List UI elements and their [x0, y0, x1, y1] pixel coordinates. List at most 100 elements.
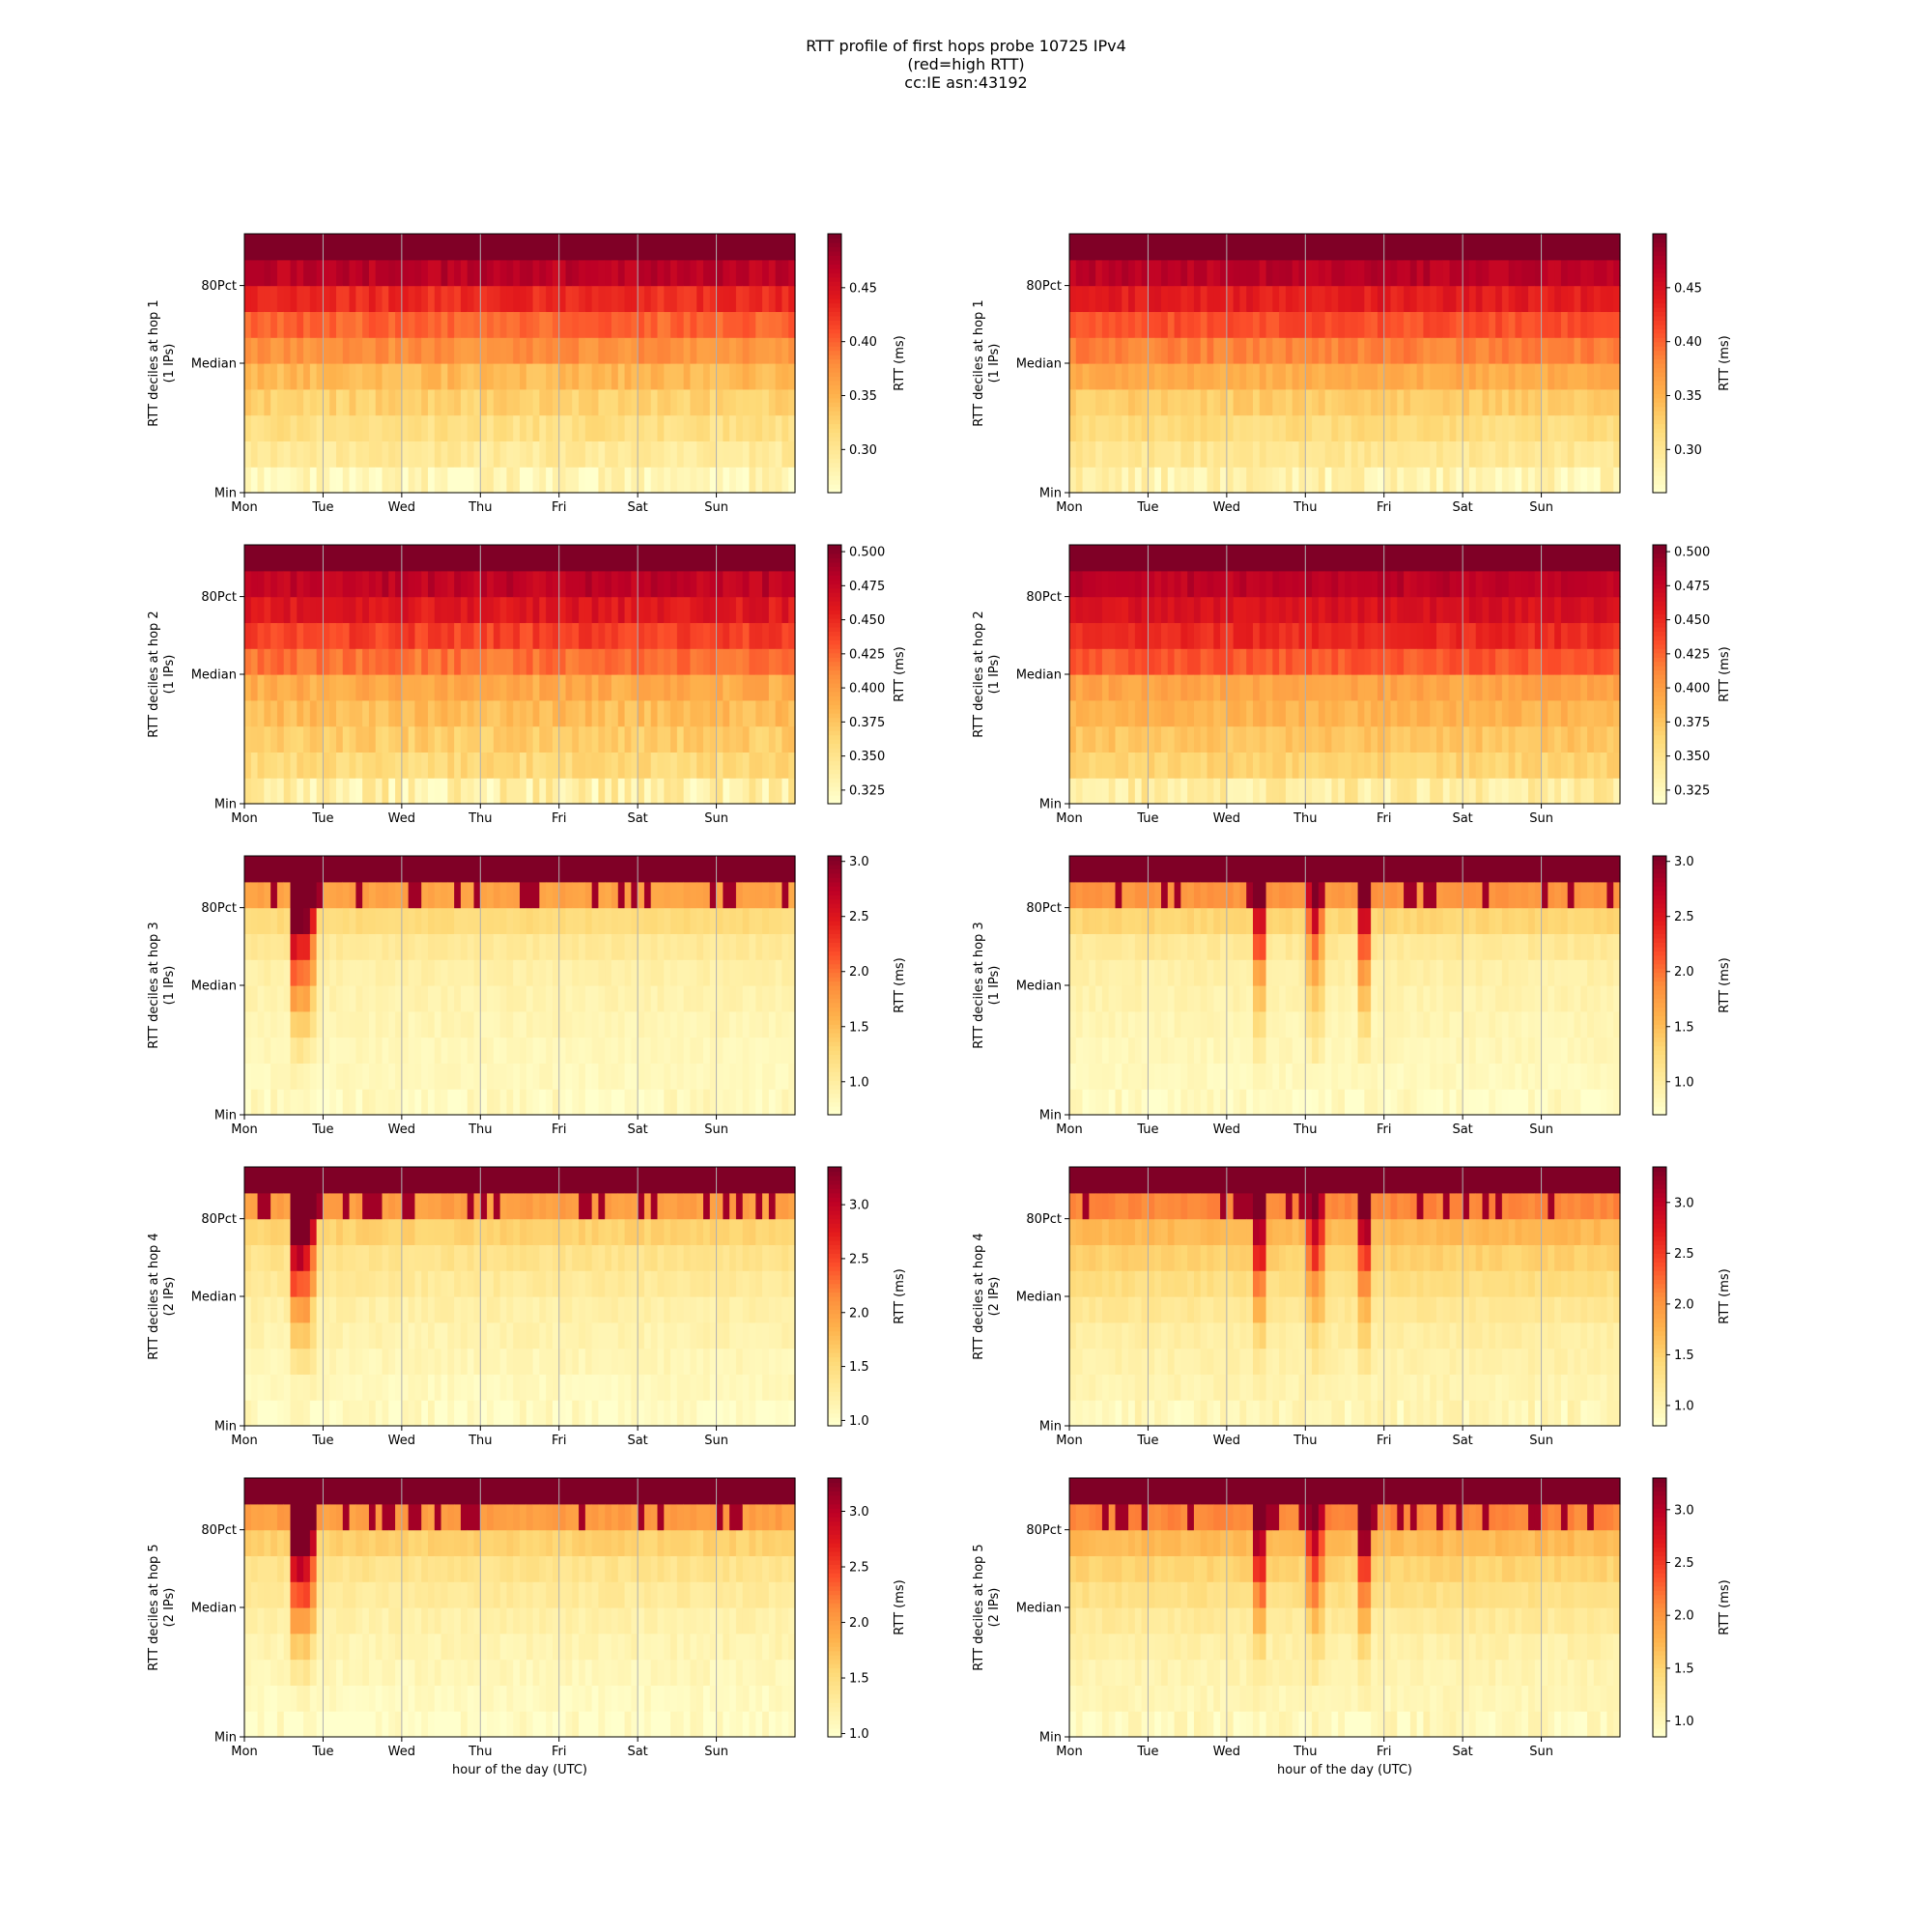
- heatmap-cell: [650, 440, 659, 468]
- heatmap-cell: [572, 907, 580, 934]
- heatmap-cell: [447, 414, 455, 441]
- heatmap-cell: [506, 311, 514, 338]
- heatmap-cell: [1449, 778, 1457, 805]
- heatmap-cell: [1220, 648, 1228, 675]
- heatmap-cell: [1239, 856, 1247, 883]
- heatmap-cell: [1430, 311, 1437, 338]
- heatmap-cell: [283, 1010, 292, 1038]
- heatmap-cell: [1606, 440, 1614, 468]
- title-line-2: (red=high RTT): [907, 55, 1025, 73]
- colorbar-segment: [1653, 350, 1666, 355]
- heatmap-cell: [1115, 596, 1122, 623]
- heatmap-cell: [605, 545, 612, 572]
- heatmap-cell: [546, 1010, 554, 1038]
- heatmap-cell: [297, 570, 304, 598]
- colorbar-segment: [1653, 708, 1666, 714]
- colorbar-segment: [1653, 786, 1666, 792]
- heatmap-cell: [631, 881, 639, 909]
- heatmap-cell: [781, 752, 789, 779]
- colorbar-segment: [1653, 315, 1666, 321]
- heatmap-cell: [735, 363, 744, 390]
- heatmap-cell: [1148, 570, 1155, 598]
- heatmap-cell: [768, 414, 777, 441]
- heatmap-cell: [729, 1089, 737, 1116]
- heatmap-cell: [1193, 285, 1202, 312]
- heatmap-cell: [460, 285, 469, 312]
- heatmap-cell: [355, 648, 363, 675]
- heatmap-cell: [329, 1089, 337, 1116]
- heatmap-cell: [382, 1089, 389, 1116]
- heatmap-cell: [1187, 933, 1195, 960]
- heatmap-cell: [1141, 1063, 1150, 1090]
- heatmap-cell: [723, 752, 730, 779]
- heatmap-cell: [414, 259, 422, 287]
- heatmap-cell: [342, 856, 351, 883]
- heatmap-cell: [605, 596, 612, 623]
- heatmap-cell: [316, 285, 325, 312]
- heatmap-cell: [264, 752, 271, 779]
- colorbar-tick-label: 1.0: [849, 1075, 869, 1090]
- heatmap-cell: [1508, 699, 1517, 727]
- heatmap-cell: [1259, 778, 1267, 805]
- heatmap-cell: [1167, 311, 1176, 338]
- heatmap-cell: [1345, 414, 1352, 441]
- heatmap-cell: [1416, 285, 1425, 312]
- heatmap-cell: [572, 856, 580, 883]
- heatmap-cell: [520, 363, 527, 390]
- heatmap-cell: [290, 467, 298, 494]
- heatmap-cell: [1338, 363, 1346, 390]
- heatmap-cell: [572, 311, 580, 338]
- heatmap-cell: [506, 933, 514, 960]
- heatmap-cell: [1338, 234, 1346, 261]
- heatmap-cell: [303, 699, 311, 727]
- colorbar-segment: [828, 657, 841, 663]
- heatmap-cell: [1134, 414, 1143, 441]
- heatmap-cell: [558, 596, 567, 623]
- heatmap-cell: [1115, 1089, 1122, 1116]
- heatmap-cell: [624, 674, 632, 701]
- heatmap-cell: [434, 674, 442, 701]
- heatmap-cell: [1528, 337, 1536, 364]
- heatmap-cell: [290, 985, 298, 1012]
- heatmap-cell: [1489, 311, 1496, 338]
- heatmap-cell: [1350, 467, 1359, 494]
- heatmap-cell: [709, 467, 718, 494]
- heatmap-cell: [1134, 234, 1143, 261]
- heatmap-cell: [638, 933, 645, 960]
- heatmap-cell: [290, 725, 298, 753]
- heatmap-cell: [1404, 388, 1411, 416]
- heatmap-cell: [624, 752, 632, 779]
- heatmap-cell: [1246, 234, 1254, 261]
- heatmap-cell: [1272, 674, 1280, 701]
- heatmap-cell: [1075, 933, 1084, 960]
- heatmap-cell: [650, 752, 659, 779]
- heatmap-cell: [493, 234, 501, 261]
- heatmap-cell: [643, 545, 652, 572]
- heatmap-cell: [499, 388, 508, 416]
- heatmap-cell: [336, 1063, 344, 1090]
- heatmap-cell: [1069, 440, 1077, 468]
- heatmap-cell: [1495, 311, 1503, 338]
- heatmap-cell: [709, 856, 718, 883]
- heatmap-cell: [1423, 285, 1431, 312]
- colorbar-segment: [828, 898, 841, 904]
- heatmap-cell: [1364, 363, 1372, 390]
- heatmap-cell: [1554, 311, 1562, 338]
- heatmap-cell: [362, 959, 370, 986]
- heatmap-cell: [368, 881, 377, 909]
- colorbar-segment: [828, 1050, 841, 1056]
- heatmap-cell: [1174, 856, 1181, 883]
- heatmap-cell: [565, 363, 573, 390]
- heatmap-cell: [584, 337, 593, 364]
- heatmap-cell: [408, 234, 416, 261]
- heatmap-cell: [617, 363, 626, 390]
- heatmap-cell: [460, 1063, 469, 1090]
- heatmap-cell: [1213, 985, 1221, 1012]
- heatmap-cell: [276, 1063, 285, 1090]
- heatmap-cell: [1272, 545, 1280, 572]
- heatmap-cell: [440, 388, 448, 416]
- heatmap-cell: [283, 648, 292, 675]
- heatmap-cell: [650, 933, 659, 960]
- heatmap-cell: [1475, 467, 1484, 494]
- heatmap-cell: [244, 1010, 252, 1038]
